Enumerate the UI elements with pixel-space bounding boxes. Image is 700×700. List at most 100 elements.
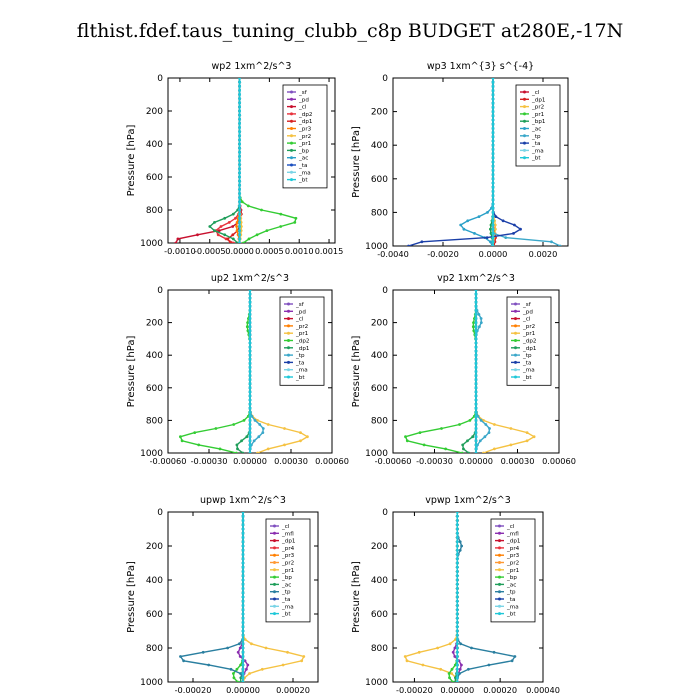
legend-marker: [514, 368, 517, 372]
chart-panel: vpwp 1xm^2/s^3 Pressure [hPa] 0 200 400 600 80…: [351, 495, 560, 695]
legend-marker: [273, 561, 276, 564]
data-point: [248, 414, 252, 418]
data-point: [474, 406, 478, 410]
data-point: [477, 215, 481, 219]
data-point: [474, 443, 478, 447]
legend-marker: [498, 539, 501, 543]
data-point: [243, 638, 247, 641]
y-tick-label: 1000: [365, 449, 388, 459]
data-point: [248, 431, 252, 434]
data-point: [474, 374, 478, 377]
data-point: [246, 663, 250, 667]
y-tick-label: 1000: [140, 449, 163, 459]
data-point: [299, 439, 302, 443]
data-point: [491, 211, 495, 214]
data-point: [491, 236, 495, 240]
legend-marker: [498, 597, 501, 601]
y-tick-label: 800: [146, 206, 163, 216]
data-point: [458, 540, 462, 544]
y-tick-label: 800: [371, 416, 388, 426]
data-point: [474, 414, 478, 418]
data-point: [261, 431, 265, 434]
data-point: [238, 200, 242, 204]
chart-title: vpwp 1xm^2/s^3: [425, 495, 511, 506]
data-point: [241, 553, 245, 556]
legend-entry: _dp1: [531, 97, 546, 103]
data-point: [491, 143, 495, 147]
data-point: [214, 427, 218, 430]
data-point: [238, 188, 242, 191]
data-point: [461, 443, 465, 447]
legend-marker: [290, 127, 293, 130]
legend-entry: _ta: [298, 163, 307, 169]
data-point: [459, 223, 463, 227]
data-point: [491, 215, 495, 219]
data-point: [239, 680, 243, 682]
x-tick-label: -0.0020: [427, 249, 459, 259]
x-tick-label: -0.00020: [396, 685, 433, 695]
series-line: [249, 290, 265, 453]
data-point: [550, 240, 553, 244]
legend-entry: _pr1: [506, 568, 520, 574]
data-point: [241, 591, 245, 595]
series-line: [175, 78, 243, 243]
y-tick-label: 600: [146, 610, 163, 620]
legend-marker: [273, 546, 276, 550]
data-point: [238, 101, 242, 105]
data-point: [509, 443, 513, 447]
chart-title: wp3 1xm^{3} s^{-4}: [427, 61, 534, 72]
chart-title: up2 1xm^2/s^3: [211, 273, 289, 284]
data-point: [241, 616, 245, 620]
data-point: [458, 672, 461, 675]
data-point: [241, 633, 245, 637]
data-point: [234, 216, 237, 220]
data-point: [422, 443, 426, 447]
legend-marker: [290, 112, 293, 116]
data-point: [179, 655, 182, 658]
data-point: [474, 439, 478, 443]
legend-entry: _bt: [522, 375, 532, 381]
data-point: [494, 215, 498, 219]
y-tick-label: 1000: [365, 242, 388, 252]
data-point: [231, 225, 235, 228]
y-tick-label: 0: [382, 74, 388, 84]
data-point: [455, 561, 459, 565]
legend-marker: [514, 324, 517, 328]
data-point: [238, 109, 242, 113]
legend-entry: _tp: [295, 353, 305, 359]
data-point: [243, 659, 247, 663]
data-point: [450, 667, 454, 671]
data-point: [455, 663, 459, 667]
data-point: [491, 164, 495, 168]
data-point: [509, 427, 513, 430]
data-point: [458, 548, 462, 552]
data-point: [238, 126, 242, 129]
data-point: [231, 212, 235, 216]
data-point: [467, 451, 471, 453]
data-point: [460, 544, 463, 548]
data-point: [474, 337, 478, 341]
data-point: [450, 672, 453, 675]
data-point: [241, 676, 245, 680]
data-point: [238, 237, 242, 241]
data-point: [491, 181, 495, 185]
legend-entry: _pr1: [295, 331, 309, 337]
x-tick-label: -0.0010: [164, 246, 196, 256]
legend-marker: [290, 90, 293, 94]
data-point: [232, 676, 236, 680]
y-tick-label: 400: [371, 141, 388, 151]
data-point: [241, 646, 245, 650]
legend-entry: _pr2: [522, 324, 535, 330]
legend-entry: _ma: [522, 368, 535, 374]
legend-marker: [290, 156, 293, 160]
legend-entry: _ta: [522, 360, 531, 366]
data-point: [455, 655, 459, 658]
data-point: [460, 663, 463, 667]
data-point: [238, 138, 242, 142]
legend-entry: _pd: [522, 309, 533, 315]
data-point: [403, 655, 407, 658]
legend-marker: [290, 97, 293, 101]
y-axis-label: Pressure [hPa]: [351, 561, 362, 633]
data-point: [407, 244, 410, 246]
